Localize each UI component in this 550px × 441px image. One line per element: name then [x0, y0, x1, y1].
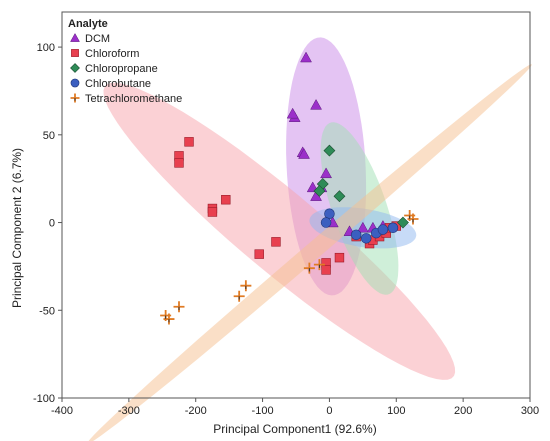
y-tick-label: 50 — [43, 130, 55, 142]
point-chloroform — [271, 237, 281, 247]
point-tetrachloromethane — [404, 210, 416, 222]
x-axis-label: Principal Component1 (92.6%) — [213, 422, 376, 436]
point-chloroform — [334, 252, 345, 263]
point-chloroform — [321, 265, 331, 275]
point-chlorobutane — [387, 222, 399, 234]
legend-title: Analyte — [68, 18, 108, 30]
x-tick-label: 300 — [521, 405, 539, 417]
ellipse-tetrachloromethane — [88, 64, 532, 441]
point-chloroform — [184, 137, 194, 147]
data-points — [160, 51, 419, 325]
legend-label-chlorobutane: Chlorobutane — [85, 78, 151, 90]
point-chloroform — [221, 195, 231, 205]
point-dcm — [300, 51, 312, 63]
point-chlorobutane — [350, 229, 362, 241]
point-chlorobutane — [320, 217, 332, 228]
point-dcm — [298, 148, 310, 159]
point-chloropropane — [333, 190, 346, 203]
legend-marker-dcm — [70, 32, 80, 42]
point-chloroform — [254, 249, 264, 259]
y-tick-label: 100 — [37, 42, 55, 54]
x-tick-label: 200 — [454, 405, 472, 417]
point-dcm — [356, 221, 369, 233]
series-tetrachloromethane — [160, 210, 419, 325]
point-chloroform — [174, 158, 184, 168]
axes: -400 -300 -200 -100 0 100 200 300 -100 -50 0 50 100 — [33, 11, 539, 417]
point-chloropropane — [313, 185, 326, 197]
point-dcm — [310, 98, 322, 110]
point-dcm — [286, 107, 299, 119]
point-chlorobutane — [324, 208, 335, 220]
x-tick-label: -300 — [118, 405, 140, 417]
point-tetrachloromethane — [233, 290, 245, 302]
y-tick-label: -50 — [39, 305, 55, 317]
series-chloropropane — [313, 144, 409, 229]
legend-marker-chlorobutane — [70, 78, 80, 88]
confidence-ellipses — [88, 37, 532, 441]
y-axis-label: Principal Component 2 (6.7%) — [10, 148, 24, 308]
point-dcm — [320, 167, 333, 179]
y-tick-label: 0 — [49, 218, 55, 230]
point-chlorobutane — [377, 224, 389, 235]
x-tick-label: -400 — [51, 405, 73, 417]
legend-label-chloroform: Chloroform — [85, 48, 139, 60]
x-tick-label: -200 — [185, 405, 207, 417]
point-chloropropane — [397, 216, 409, 229]
point-tetrachloromethane — [240, 280, 252, 292]
legend-label-chloropropane: Chloropropane — [85, 63, 158, 75]
x-tick-label: -100 — [252, 405, 274, 417]
point-chlorobutane — [360, 233, 372, 244]
x-tick-label: 100 — [387, 405, 405, 417]
point-tetrachloromethane — [160, 310, 172, 322]
point-chloropropane — [323, 144, 336, 157]
plot-frame — [61, 11, 531, 399]
x-tick-label: 0 — [326, 405, 332, 417]
legend-label-tetrachloromethane: Tetrachloromethane — [85, 93, 182, 105]
legend-marker-chloroform — [71, 49, 79, 57]
series-dcm — [286, 51, 389, 236]
legend-marker-chloropropane — [70, 63, 80, 73]
y-tick-label: -100 — [33, 393, 55, 405]
series-chlorobutane — [320, 208, 399, 244]
legend-label-dcm: DCM — [85, 33, 110, 45]
point-chloroform — [207, 207, 218, 217]
legend: Analyte DCM Chloroform Chloropropane Chlorob… — [68, 18, 182, 105]
ellipse-chloroform — [103, 82, 456, 380]
